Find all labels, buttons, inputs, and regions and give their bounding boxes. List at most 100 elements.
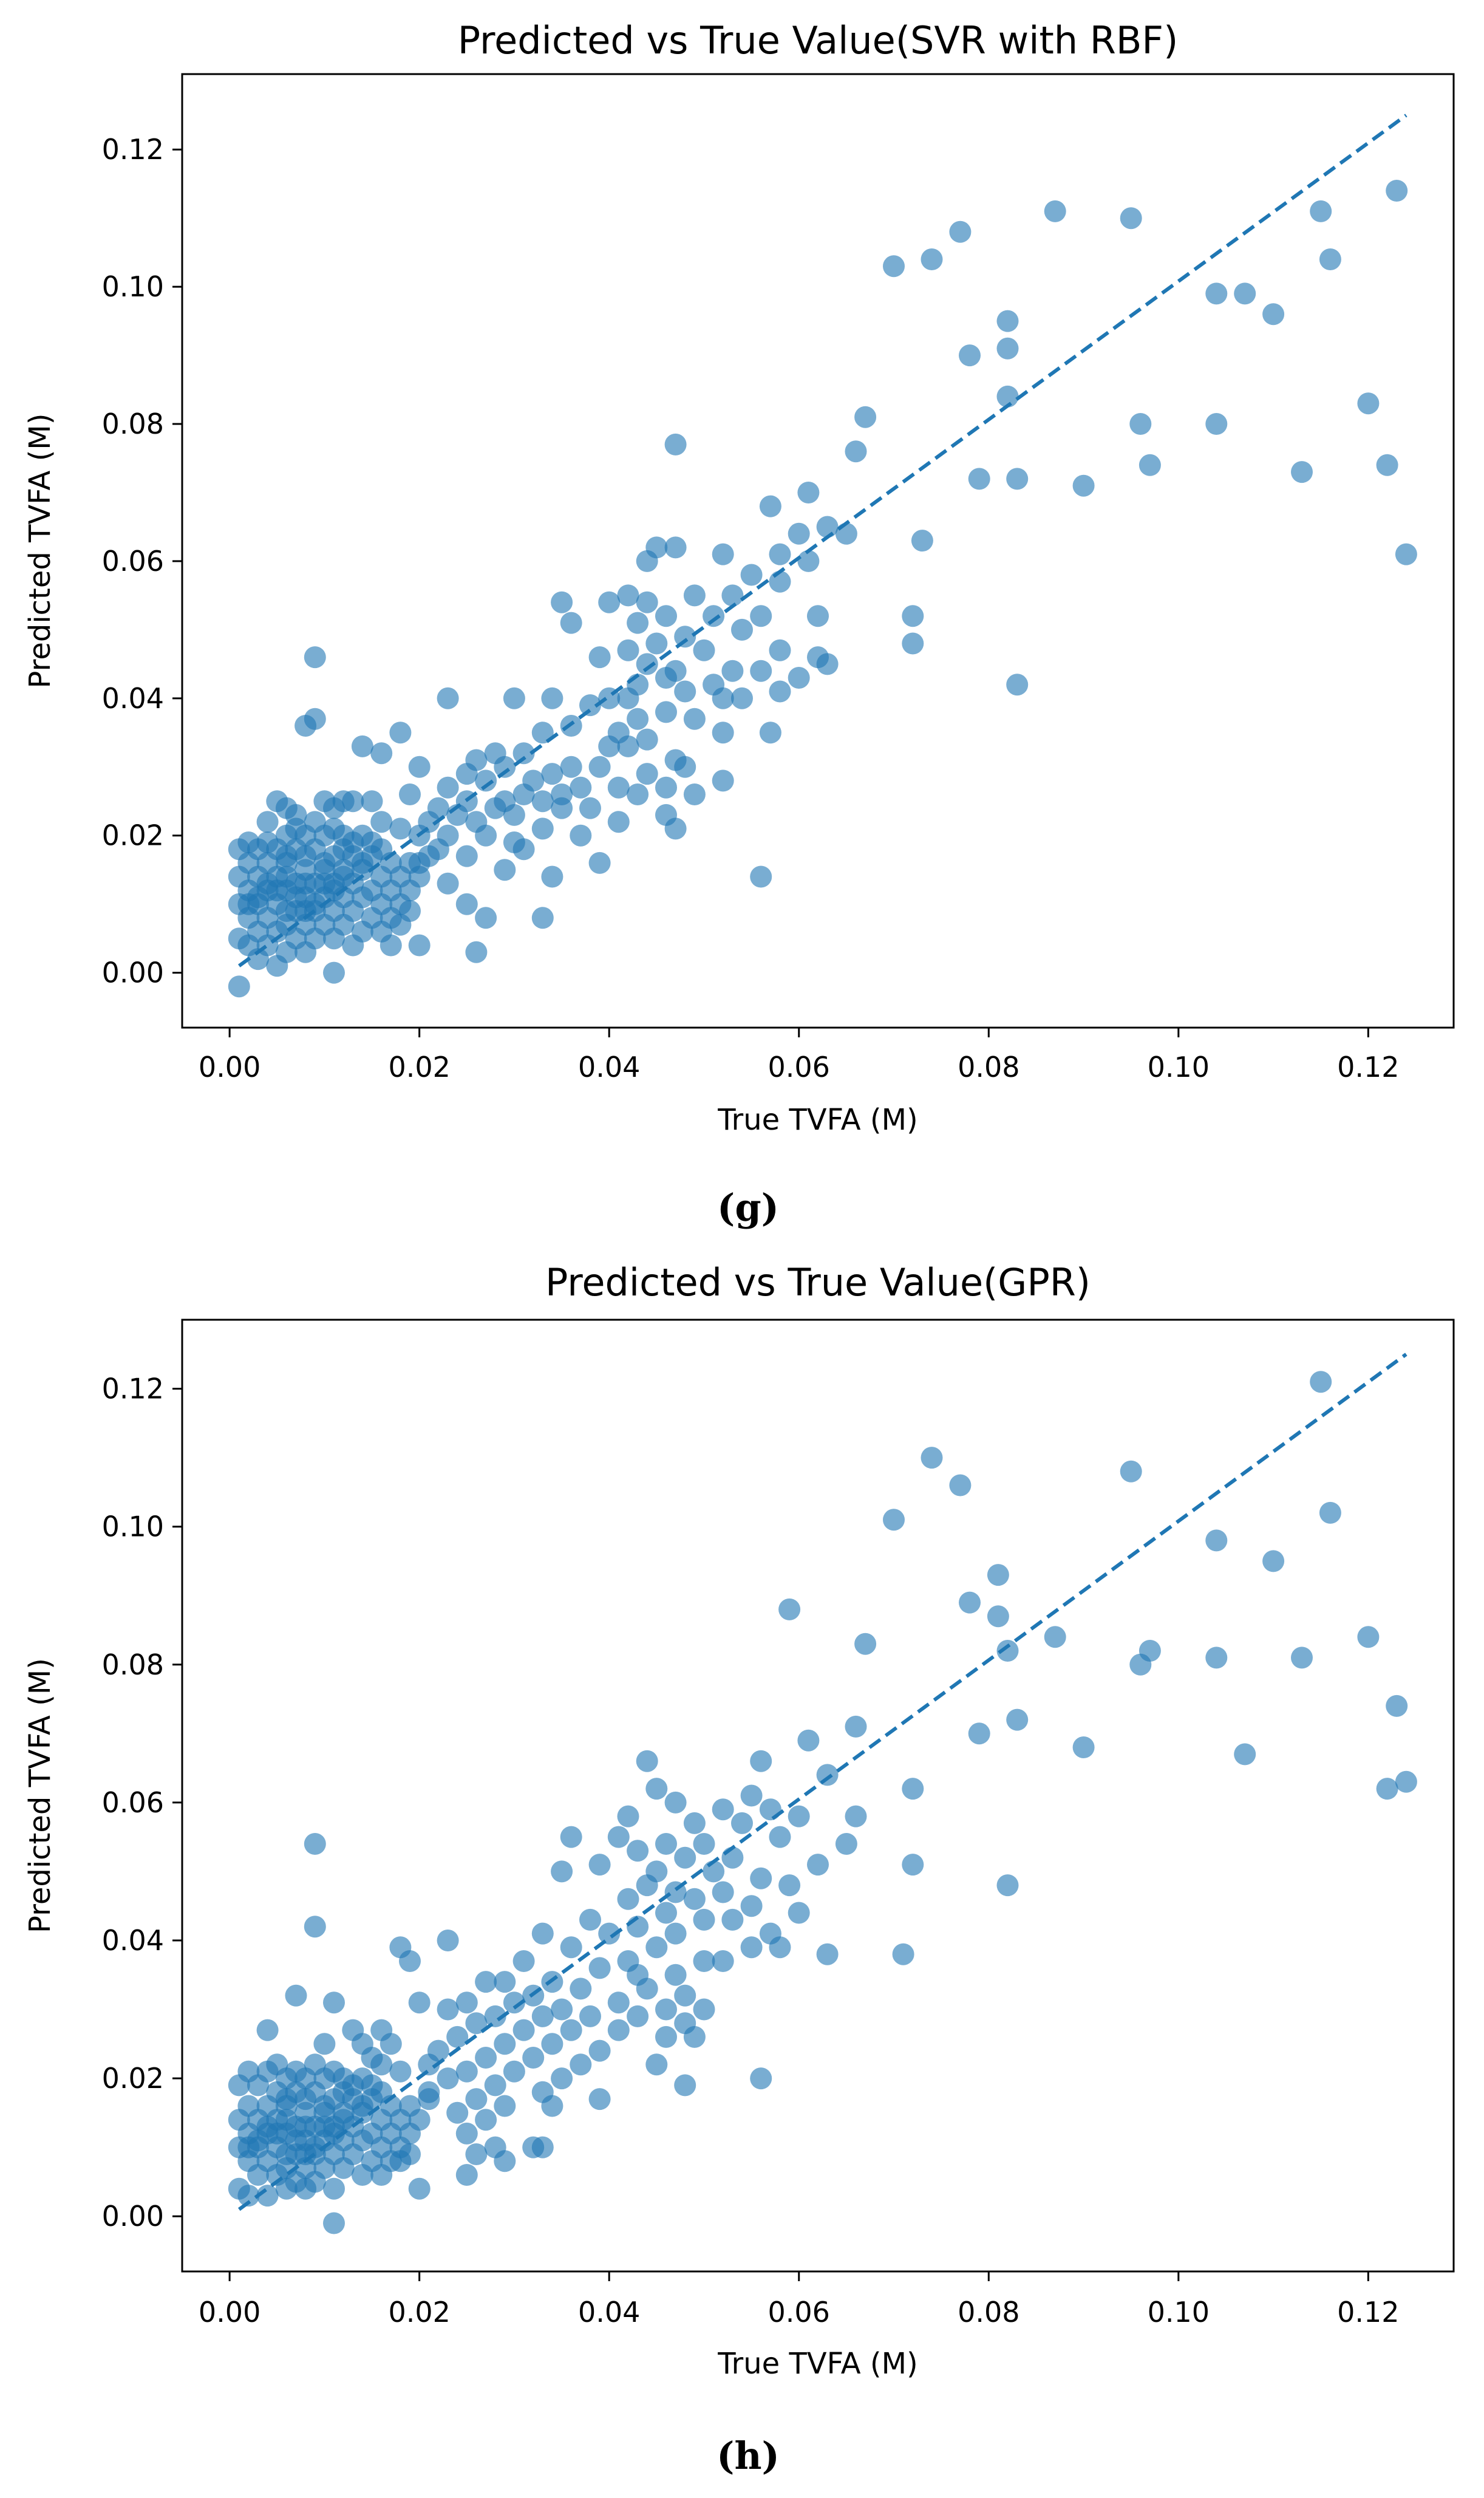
data-point — [636, 653, 658, 675]
data-point — [256, 811, 279, 833]
data-point — [256, 2019, 279, 2041]
data-point — [740, 1895, 763, 1917]
x-tick-label: 0.00 — [199, 2296, 260, 2329]
data-point — [769, 570, 791, 593]
data-point — [228, 2074, 250, 2097]
data-point — [674, 756, 696, 778]
data-point — [740, 564, 763, 586]
data-point — [683, 783, 706, 805]
data-point — [294, 900, 317, 922]
data-point — [304, 1833, 326, 1855]
data-point — [294, 2143, 317, 2165]
data-point — [1262, 1550, 1285, 1572]
data-point — [484, 2074, 506, 2097]
data-point — [237, 2136, 260, 2158]
data-point — [655, 701, 677, 723]
data-point — [294, 2115, 317, 2138]
data-point — [664, 433, 687, 456]
data-point — [674, 1846, 696, 1869]
data-point — [285, 2060, 307, 2083]
data-point — [579, 694, 601, 717]
x-tick-label: 0.12 — [1337, 2296, 1399, 2329]
data-point — [987, 1564, 1009, 1586]
data-point — [541, 865, 563, 888]
data-point — [645, 1936, 668, 1959]
data-point — [389, 2060, 412, 2083]
data-point — [1129, 413, 1152, 435]
data-point — [408, 756, 431, 778]
y-tick-label: 0.02 — [102, 819, 164, 852]
data-point — [494, 2095, 516, 2117]
x-tick-label: 0.08 — [958, 2296, 1019, 2329]
data-point — [370, 838, 393, 861]
data-point — [275, 900, 298, 922]
data-point — [475, 2109, 497, 2131]
data-point — [598, 1922, 621, 1945]
data-point — [731, 618, 753, 641]
data-point — [560, 612, 582, 634]
data-point — [674, 1984, 696, 2007]
data-point — [522, 2047, 545, 2069]
data-point — [759, 495, 781, 517]
data-point — [494, 756, 516, 778]
data-point — [408, 2177, 431, 2200]
data-point — [1006, 468, 1029, 490]
data-point — [1376, 454, 1398, 476]
data-point — [247, 948, 269, 971]
data-point — [304, 646, 326, 669]
data-point — [883, 1509, 905, 1531]
data-point — [607, 2019, 630, 2041]
data-point — [721, 660, 744, 682]
data-point — [323, 1991, 345, 2014]
data-point — [664, 817, 687, 840]
data-point — [1072, 474, 1095, 497]
identity-reference-line — [237, 114, 1407, 967]
data-point — [627, 612, 649, 634]
data-point — [256, 2185, 279, 2207]
data-point — [683, 708, 706, 730]
x-axis-label: True TVFA (M) — [717, 2347, 918, 2381]
data-point — [598, 735, 621, 757]
data-point — [551, 1998, 573, 2021]
data-point — [323, 961, 345, 984]
data-point — [645, 632, 668, 655]
data-point — [408, 865, 431, 888]
data-point — [968, 1722, 990, 1745]
data-point — [1234, 282, 1256, 305]
y-tick-label: 0.00 — [102, 2200, 164, 2233]
data-point — [769, 639, 791, 661]
data-point — [911, 530, 933, 552]
data-point — [551, 797, 573, 819]
data-point — [437, 1998, 459, 2021]
data-point — [693, 1998, 715, 2021]
data-point — [607, 776, 630, 799]
x-tick-label: 0.04 — [578, 1051, 640, 1083]
data-point — [541, 763, 563, 785]
data-point — [996, 1874, 1019, 1897]
data-point — [816, 1943, 839, 1965]
data-point — [294, 845, 317, 867]
chart-title: Predicted vs True Value(SVR with RBF) — [458, 18, 1179, 63]
y-tick-label: 0.10 — [102, 1510, 164, 1543]
data-point — [769, 1936, 791, 1959]
data-point — [1044, 1626, 1066, 1648]
data-point — [455, 1991, 478, 2014]
data-point — [351, 2095, 373, 2117]
data-point — [636, 1978, 658, 2000]
data-point — [778, 1874, 801, 1897]
data-point — [1120, 207, 1142, 230]
data-point — [313, 2115, 336, 2138]
data-point — [237, 893, 260, 915]
identity-reference-line — [237, 1353, 1407, 2211]
scatter-panel-g: Predicted vs True Value(SVR with RBF) 0.0… — [23, 18, 1455, 1230]
data-point — [1376, 1778, 1398, 1800]
data-point — [256, 872, 279, 895]
data-point — [313, 2095, 336, 2117]
data-point — [731, 687, 753, 709]
data-point — [959, 1591, 981, 1614]
data-point — [1319, 1501, 1341, 1524]
data-point — [712, 1881, 734, 1903]
data-point — [674, 626, 696, 648]
data-point — [294, 941, 317, 963]
data-point — [475, 907, 497, 929]
